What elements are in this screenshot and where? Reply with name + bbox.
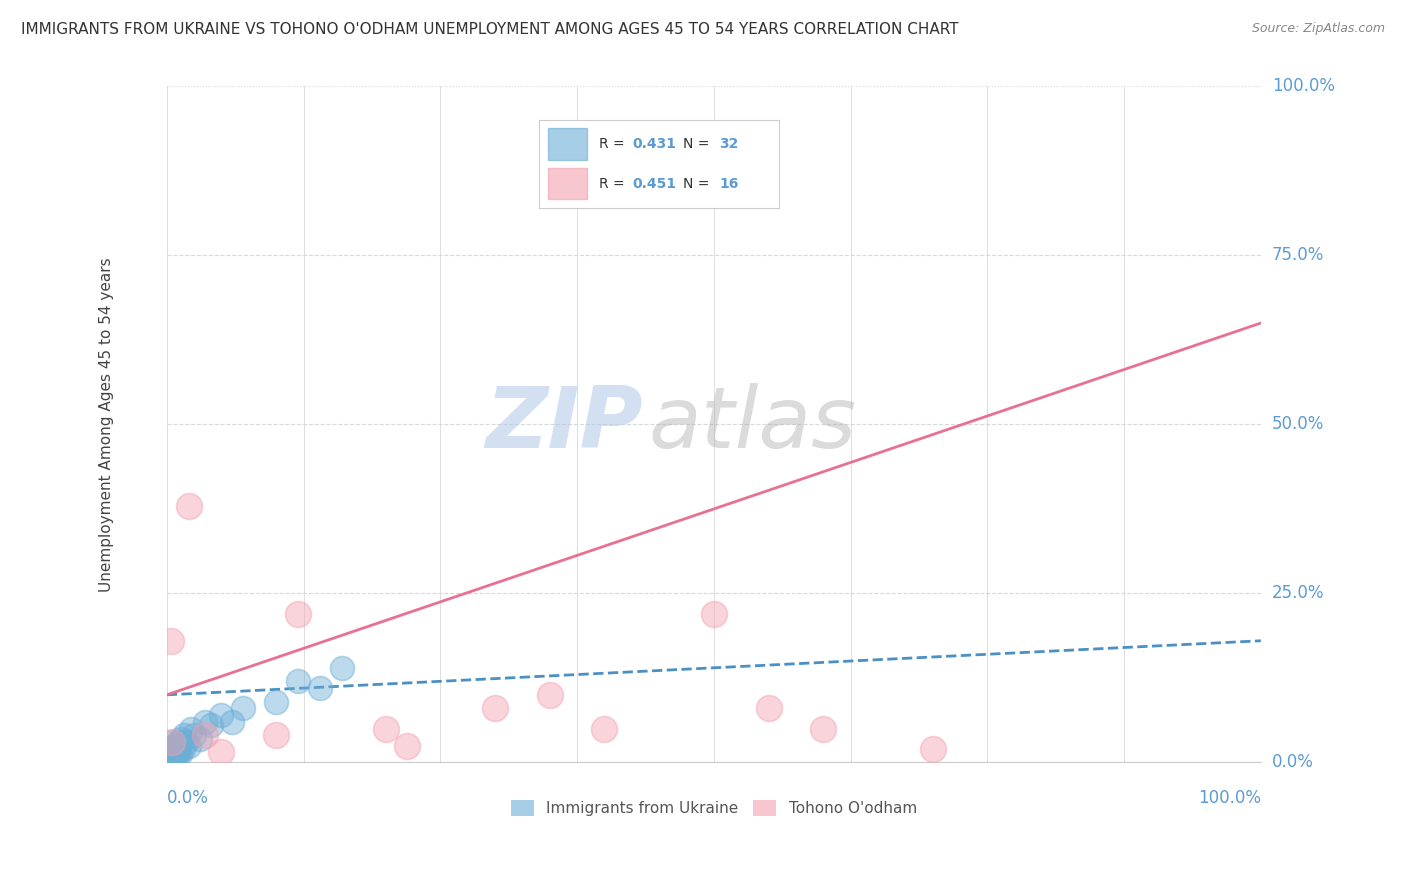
Text: atlas: atlas: [648, 383, 856, 466]
Point: [703, 607, 725, 621]
Text: Source: ZipAtlas.com: Source: ZipAtlas.com: [1251, 22, 1385, 36]
Point: [194, 728, 217, 742]
Text: 0.0%: 0.0%: [167, 789, 208, 807]
Point: [188, 731, 211, 746]
Point: [167, 742, 190, 756]
Point: [162, 735, 184, 749]
Point: [309, 681, 332, 695]
Point: [166, 735, 188, 749]
Point: [194, 714, 217, 729]
Text: Unemployment Among Ages 45 to 54 years: Unemployment Among Ages 45 to 54 years: [98, 257, 114, 591]
Point: [162, 745, 184, 759]
Point: [160, 633, 183, 648]
Point: [287, 674, 309, 689]
Point: [538, 688, 561, 702]
Point: [200, 718, 222, 732]
Point: [264, 728, 287, 742]
Point: [758, 701, 780, 715]
Point: [177, 499, 200, 513]
Point: [163, 748, 186, 763]
Point: [165, 743, 187, 757]
Point: [162, 735, 184, 749]
Point: [211, 745, 233, 759]
Point: [396, 739, 419, 753]
Text: 75.0%: 75.0%: [1272, 246, 1324, 264]
Point: [221, 714, 243, 729]
Point: [166, 745, 188, 759]
Text: 100.0%: 100.0%: [1272, 78, 1334, 95]
Text: 0.0%: 0.0%: [1272, 754, 1313, 772]
Text: IMMIGRANTS FROM UKRAINE VS TOHONO O'ODHAM UNEMPLOYMENT AMONG AGES 45 TO 54 YEARS: IMMIGRANTS FROM UKRAINE VS TOHONO O'ODHA…: [21, 22, 959, 37]
Point: [287, 607, 309, 621]
Point: [160, 742, 183, 756]
Point: [172, 742, 194, 756]
Legend: Immigrants from Ukraine, Tohono O'odham: Immigrants from Ukraine, Tohono O'odham: [505, 794, 922, 822]
Point: [162, 752, 184, 766]
Point: [159, 748, 181, 763]
Point: [211, 708, 233, 723]
Point: [813, 722, 835, 736]
Point: [484, 701, 506, 715]
Text: 100.0%: 100.0%: [1198, 789, 1261, 807]
Point: [374, 722, 396, 736]
Point: [921, 742, 943, 756]
Point: [173, 728, 195, 742]
Text: 25.0%: 25.0%: [1272, 584, 1324, 602]
Point: [177, 739, 200, 753]
Point: [165, 750, 187, 764]
Point: [183, 728, 205, 742]
Point: [593, 722, 616, 736]
Text: ZIP: ZIP: [485, 383, 643, 466]
Point: [176, 735, 198, 749]
Point: [232, 701, 254, 715]
Point: [169, 747, 191, 762]
Point: [170, 731, 193, 746]
Point: [330, 661, 353, 675]
Point: [166, 739, 188, 753]
Point: [180, 722, 202, 736]
Point: [162, 739, 184, 753]
Text: 50.0%: 50.0%: [1272, 416, 1324, 434]
Point: [264, 695, 287, 709]
Point: [163, 742, 186, 756]
